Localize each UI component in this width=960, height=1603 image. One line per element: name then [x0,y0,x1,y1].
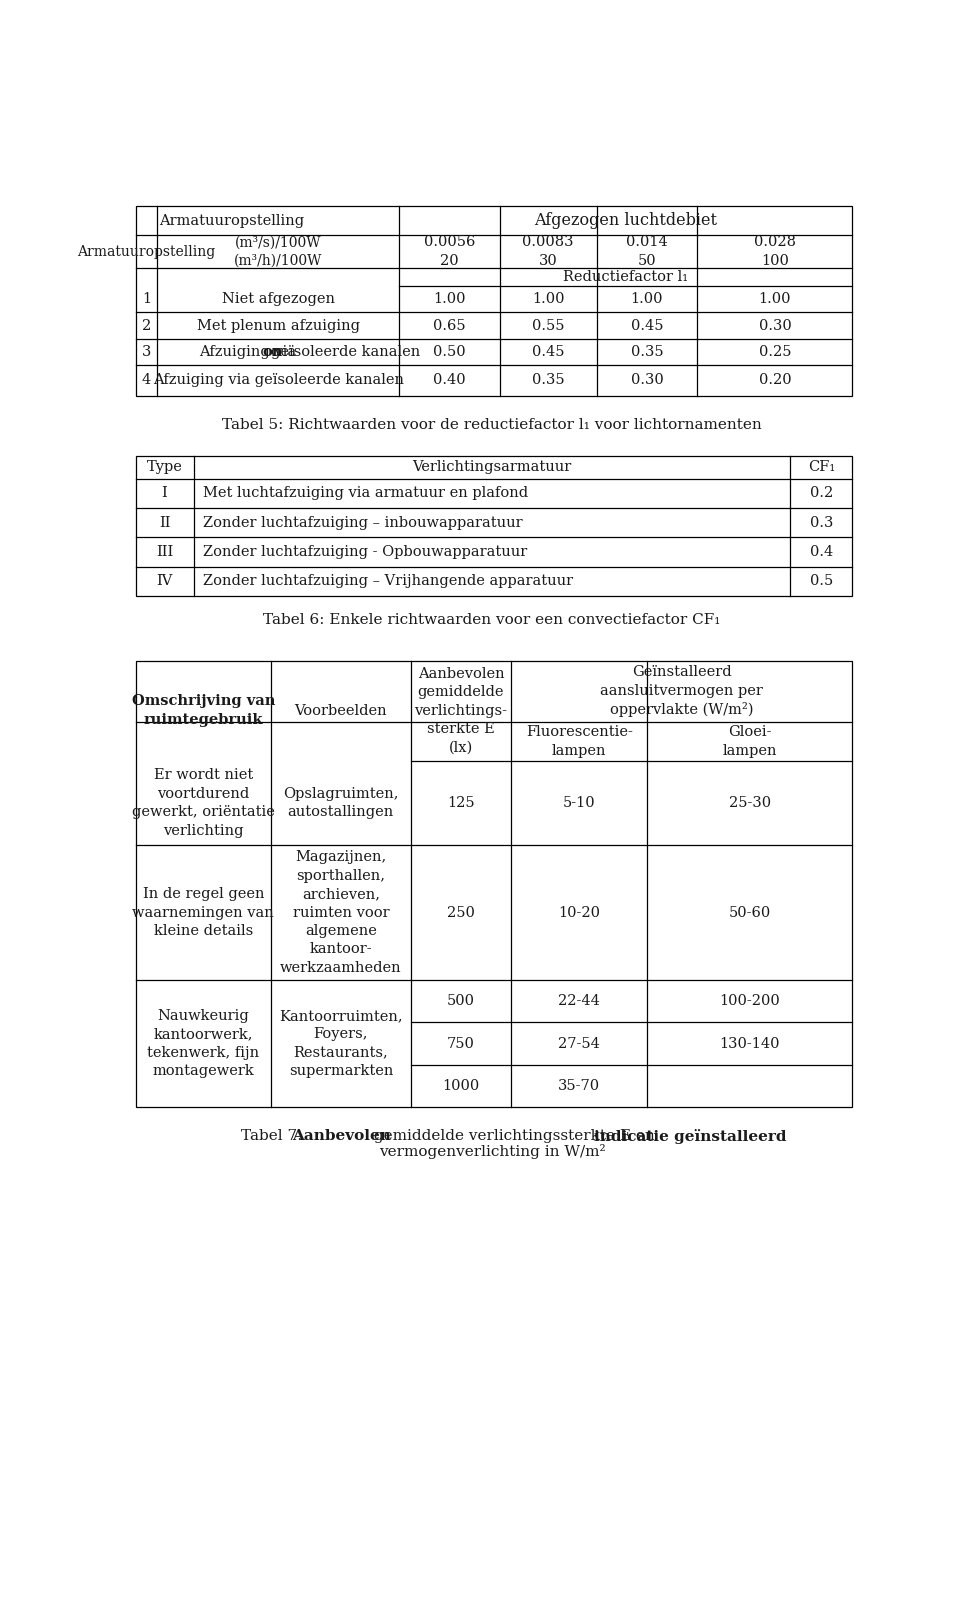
Text: 1: 1 [142,292,151,306]
Text: Armatuuropstelling: Armatuuropstelling [77,245,215,258]
Text: 27-54: 27-54 [559,1037,600,1050]
Text: Afzuiging via: Afzuiging via [199,345,300,359]
Text: 2: 2 [142,319,151,332]
Text: III: III [156,545,173,559]
Text: Fluorescentie-
lampen: Fluorescentie- lampen [526,725,633,758]
Text: 4: 4 [142,373,151,388]
Text: Magazijnen,
sporthallen,
archieven,
ruimten voor
algemene
kantoor-
werkzaamheden: Magazijnen, sporthallen, archieven, ruim… [280,851,401,975]
Text: 750: 750 [447,1037,475,1050]
Text: 1.00: 1.00 [433,292,466,306]
Text: Gloei-
lampen: Gloei- lampen [723,725,777,758]
Text: 0.014
50: 0.014 50 [626,236,668,268]
Text: 0.20: 0.20 [758,373,791,388]
Text: 0.30: 0.30 [758,319,791,332]
Text: 0.35: 0.35 [631,345,663,359]
Text: 250: 250 [447,906,475,920]
Text: 125: 125 [447,797,475,810]
Text: 0.0083
30: 0.0083 30 [522,236,574,268]
Text: 0.25: 0.25 [758,345,791,359]
Text: I: I [161,486,167,500]
Text: Zonder luchtafzuiging – Vrijhangende apparatuur: Zonder luchtafzuiging – Vrijhangende app… [203,574,573,588]
Text: CF₁: CF₁ [807,460,835,474]
Text: 0.35: 0.35 [532,373,564,388]
Text: gemiddelde verlichtingssterkte E en: gemiddelde verlichtingssterkte E en [369,1130,660,1143]
Text: geïsoleerde kanalen: geïsoleerde kanalen [272,345,420,359]
Text: 0.55: 0.55 [532,319,564,332]
Text: 1000: 1000 [443,1079,480,1093]
Text: Afzuiging via geïsoleerde kanalen: Afzuiging via geïsoleerde kanalen [153,373,403,388]
Text: Er wordt niet
voortdurend
gewerkt, oriëntatie
verlichting: Er wordt niet voortdurend gewerkt, oriën… [132,768,275,838]
Text: 5-10: 5-10 [563,797,595,810]
Text: Zonder luchtafzuiging - Opbouwapparatuur: Zonder luchtafzuiging - Opbouwapparatuur [203,545,527,559]
Text: 25-30: 25-30 [729,797,771,810]
Text: Nauwkeurig
kantoorwerk,
tekenwerk, fijn
montagewerk: Nauwkeurig kantoorwerk, tekenwerk, fijn … [147,1008,259,1079]
Text: 35-70: 35-70 [558,1079,600,1093]
Text: Afgezogen luchtdebiet: Afgezogen luchtdebiet [534,212,717,229]
Text: Niet afgezogen: Niet afgezogen [222,292,335,306]
Text: 50-60: 50-60 [729,906,771,920]
Text: Geïnstalleerd
aansluitvermogen per
oppervlakte (W/m²): Geïnstalleerd aansluitvermogen per opper… [600,665,763,718]
Text: Kantoorruimten,
Foyers,
Restaurants,
supermarkten: Kantoorruimten, Foyers, Restaurants, sup… [279,1008,402,1079]
Text: 0.2: 0.2 [809,486,833,500]
Text: 22-44: 22-44 [559,994,600,1008]
Text: 0.45: 0.45 [631,319,663,332]
Text: Tabel 6: Enkele richtwaarden voor een convectiefactor CF₁: Tabel 6: Enkele richtwaarden voor een co… [263,614,721,627]
Text: 0.65: 0.65 [433,319,466,332]
Text: 10-20: 10-20 [558,906,600,920]
Text: 0.4: 0.4 [809,545,833,559]
Text: 3: 3 [142,345,151,359]
Text: Met luchtafzuiging via armatuur en plafond: Met luchtafzuiging via armatuur en plafo… [203,486,528,500]
Text: Zonder luchtafzuiging – inbouwapparatuur: Zonder luchtafzuiging – inbouwapparatuur [203,516,522,529]
Text: II: II [158,516,170,529]
Text: 500: 500 [447,994,475,1008]
Text: In de regel geen
waarnemingen van
kleine details: In de regel geen waarnemingen van kleine… [132,888,275,938]
Text: Omschrijving van
ruimtegebruik: Omschrijving van ruimtegebruik [132,694,275,726]
Text: 1.00: 1.00 [758,292,791,306]
Text: Aanbevolen: Aanbevolen [292,1130,391,1143]
Text: 0.5: 0.5 [809,574,833,588]
Text: Aanbevolen
gemiddelde
verlichtings-
sterkte E
(lx): Aanbevolen gemiddelde verlichtings- ster… [415,667,508,755]
Text: (m³/s)/100W
(m³/h)/100W: (m³/s)/100W (m³/h)/100W [234,236,323,268]
Text: 0.028
100: 0.028 100 [754,236,796,268]
Text: 0.30: 0.30 [631,373,663,388]
Text: Opslagruimten,
autostallingen: Opslagruimten, autostallingen [283,787,398,819]
Text: Voorbeelden: Voorbeelden [295,704,387,718]
Text: 0.0056
20: 0.0056 20 [423,236,475,268]
Text: 0.3: 0.3 [809,516,833,529]
Text: 100-200: 100-200 [719,994,780,1008]
Text: 0.45: 0.45 [532,345,564,359]
Text: on: on [262,345,282,359]
Text: Type: Type [147,460,182,474]
Text: indicatie geïnstalleerd: indicatie geïnstalleerd [594,1129,786,1145]
Text: Armatuuropstelling: Armatuuropstelling [159,213,304,228]
Text: 1.00: 1.00 [532,292,564,306]
Text: Tabel 7:: Tabel 7: [241,1130,307,1143]
Text: 0.40: 0.40 [433,373,466,388]
Text: Met plenum afzuiging: Met plenum afzuiging [197,319,360,332]
Text: Verlichtingsarmatuur: Verlichtingsarmatuur [413,460,571,474]
Text: Tabel 5: Richtwaarden voor de reductiefactor l₁ voor lichtornamenten: Tabel 5: Richtwaarden voor de reductiefa… [222,418,762,431]
Text: vermogenverlichting in W/m²: vermogenverlichting in W/m² [378,1145,606,1159]
Text: 0.50: 0.50 [433,345,466,359]
Text: 1.00: 1.00 [631,292,663,306]
Text: 130-140: 130-140 [719,1037,780,1050]
Text: IV: IV [156,574,173,588]
Text: Reductiefactor l₁: Reductiefactor l₁ [564,269,688,284]
